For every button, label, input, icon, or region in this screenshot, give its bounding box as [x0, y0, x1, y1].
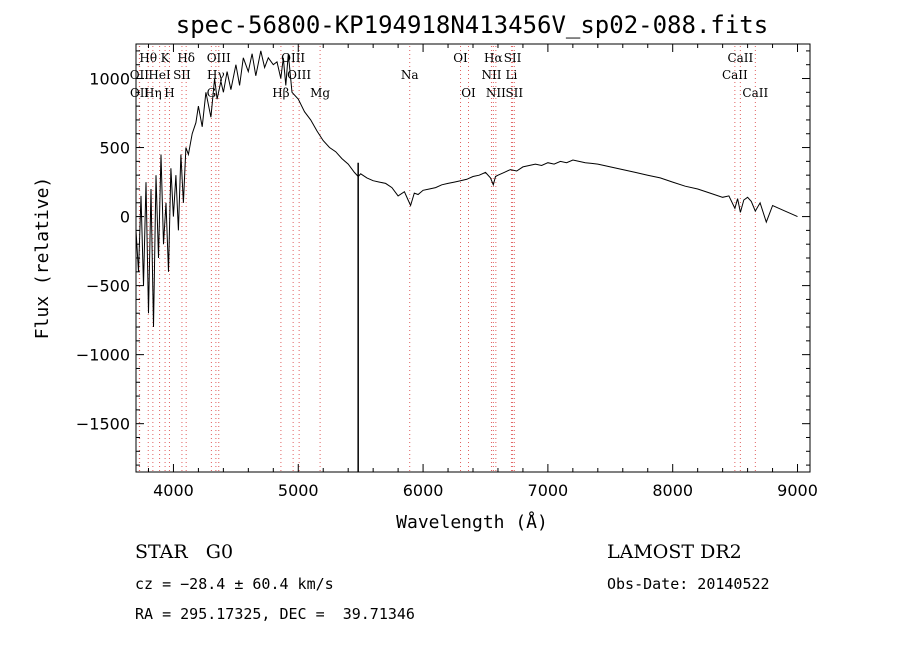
line-label-17: CaII	[722, 68, 748, 82]
y-axis-ticks: −1500 −1000 −500 0 500 1000	[76, 50, 810, 466]
line-label-20: H	[164, 86, 174, 100]
emission-line-markers	[138, 46, 756, 472]
line-label-22: Hβ	[272, 86, 289, 100]
line-label-6: Hα	[484, 51, 503, 65]
redshift-velocity: cz = −28.4 ± 60.4 km/s	[135, 575, 334, 593]
line-label-10: HeI	[148, 68, 171, 82]
survey-name: LAMOST DR2	[607, 541, 742, 563]
x-tick-label-4: 8000	[652, 481, 693, 500]
line-label-8: CaII	[727, 51, 753, 65]
object-class: STAR G0	[135, 541, 234, 563]
line-label-27: CaII	[742, 86, 768, 100]
x-tick-label-0: 4000	[153, 481, 194, 500]
line-label-4: OIII	[281, 51, 305, 65]
line-label-25: NII	[486, 86, 506, 100]
plot-frame	[135, 43, 811, 473]
y-tick-label-2: −500	[86, 277, 130, 296]
y-axis-label: Flux (relative)	[32, 177, 53, 340]
line-label-23: Mg	[310, 86, 330, 100]
x-tick-label-5: 9000	[777, 481, 818, 500]
line-label-24: OI	[461, 86, 476, 100]
spectrum-chart: spec-56800-KP194918N413456V_sp02-088.fit…	[32, 11, 818, 533]
line-label-5: OI	[453, 51, 468, 65]
x-tick-label-1: 5000	[278, 481, 319, 500]
x-tick-label-2: 6000	[403, 481, 444, 500]
y-tick-label-0: −1500	[76, 415, 130, 434]
y-tick-label-3: 0	[120, 208, 130, 227]
spectrum-line	[135, 50, 798, 328]
chart-title: spec-56800-KP194918N413456V_sp02-088.fit…	[176, 11, 768, 39]
line-label-18: OII	[130, 86, 150, 100]
y-tick-label-4: 500	[99, 139, 130, 158]
observation-date: Obs-Date: 20140522	[607, 575, 770, 593]
coordinates: RA = 295.17325, DEC = 39.71346	[135, 605, 415, 623]
line-label-1: K	[161, 51, 171, 65]
line-label-3: OIII	[207, 51, 231, 65]
line-label-14: Na	[401, 68, 419, 82]
line-label-13: OIII	[287, 68, 311, 82]
y-tick-label-1: −1000	[76, 346, 130, 365]
line-label-11: SII	[173, 68, 191, 82]
line-label-0: Hθ	[139, 51, 157, 65]
line-label-16: Li	[506, 68, 518, 82]
x-axis-ticks: 4000 5000 6000 7000 8000 9000	[147, 44, 818, 500]
line-label-12: Hγ	[207, 68, 225, 82]
line-label-21: G	[207, 86, 217, 100]
spectrum-trace	[135, 50, 798, 472]
line-label-7: SII	[504, 51, 522, 65]
line-label-26: SII	[505, 86, 523, 100]
y-tick-label-5: 1000	[89, 70, 130, 89]
line-label-15: NII	[481, 68, 501, 82]
line-label-2: Hδ	[177, 51, 195, 65]
line-label-19: Hη	[144, 86, 162, 100]
x-tick-label-3: 7000	[528, 481, 569, 500]
line-label-9: OII	[130, 68, 150, 82]
x-axis-label: Wavelength (Å)	[396, 511, 548, 533]
